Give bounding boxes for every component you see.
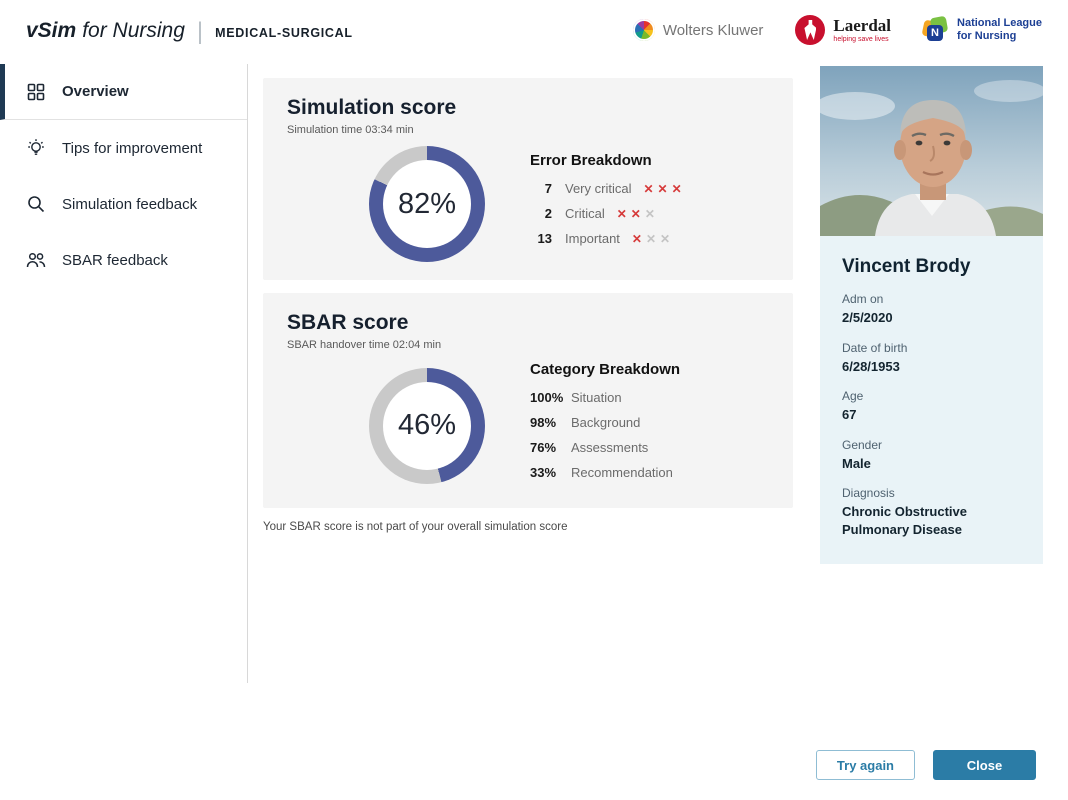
patient-field-label: Gender (842, 437, 883, 452)
sidebar-nav: Overview Tips for improvement Simulation… (0, 64, 248, 683)
sbar-score-card: SBAR score SBAR handover time 02:04 min … (263, 293, 793, 508)
sidebar-item-label: Tips for improvement (62, 139, 203, 157)
simulation-score-percent: 82% (397, 187, 457, 220)
patient-photo (820, 66, 1043, 236)
category-label: Background (571, 415, 641, 430)
severity-marks: ✕ ✕ ✕ (631, 231, 671, 246)
patient-field-value: Male (842, 455, 871, 471)
nln-label-line2: for Nursing (957, 30, 1017, 42)
category-row-situation: 100% Situation (530, 390, 680, 405)
patient-info: Vincent Brody Adm on 2/5/2020 Date of bi… (820, 236, 1043, 565)
app-header: vSim for Nursing | MEDICAL-SURGICAL Wolt… (0, 0, 1068, 60)
simulation-score-card: Simulation score Simulation time 03:34 m… (263, 78, 793, 280)
sbar-score-donut: 46% (369, 367, 485, 484)
lightbulb-icon (26, 138, 46, 158)
error-row-critical: 2 Critical ✕ ✕ ✕ (530, 206, 682, 221)
category-breakdown-title: Category Breakdown (530, 361, 681, 378)
error-count: 13 (537, 231, 552, 246)
wolters-kluwer-globe-icon (632, 19, 655, 41)
category-row-recommendation: 33% Recommendation (530, 465, 680, 480)
wolters-kluwer-label: Wolters Kluwer (662, 21, 764, 39)
laerdal-emblem-icon (795, 15, 826, 45)
brand-vsim: vSim (26, 19, 77, 42)
error-label: Critical (565, 206, 605, 221)
laerdal-logo: Laerdal helping save lives (795, 15, 891, 45)
error-label: Important (565, 231, 620, 246)
patient-field-value: 2/5/2020 (842, 310, 893, 325)
error-row-very-critical: 7 Very critical ✕ ✕ ✕ (530, 181, 682, 196)
severity-marks: ✕ ✕ ✕ (643, 181, 682, 196)
error-label: Very critical (565, 181, 632, 196)
wolters-kluwer-logo: Wolters Kluwer (632, 19, 764, 41)
patient-field-value: 67 (842, 407, 857, 423)
close-button[interactable]: Close (933, 750, 1036, 780)
category-label: Recommendation (571, 465, 673, 480)
search-icon (26, 194, 46, 214)
category-row-background: 98% Background (530, 415, 680, 430)
error-count: 2 (544, 206, 552, 221)
simulation-score-donut: 82% (369, 146, 485, 262)
nln-logo: N National League for Nursing (921, 15, 1042, 43)
error-breakdown-title: Error Breakdown (530, 152, 652, 169)
sidebar-item-sbar-feedback[interactable]: SBAR feedback (0, 232, 247, 288)
patient-field-label: Diagnosis (842, 486, 895, 501)
patient-field-label: Adm on (842, 292, 884, 306)
nln-label-line1: National League (957, 17, 1042, 30)
sidebar-item-label: SBAR feedback (62, 251, 168, 269)
patient-name: Vincent Brody (842, 256, 971, 277)
patient-field-value: 6/28/1953 (842, 358, 900, 374)
try-again-button[interactable]: Try again (815, 750, 915, 780)
error-row-important: 13 Important ✕ ✕ ✕ (530, 231, 682, 246)
main-content: Simulation score Simulation time 03:34 m… (263, 78, 793, 533)
partner-logos: Wolters Kluwer Laerdal helping save live… (632, 15, 1042, 45)
patient-field-label: Date of birth (842, 340, 908, 355)
brand-divider: | (196, 18, 204, 45)
category-row-assessments: 76% Assessments (530, 440, 680, 455)
simulation-score-title: Simulation score (287, 96, 457, 119)
grid-icon (26, 82, 46, 102)
category-breakdown: Category Breakdown 100% Situation 98% Ba… (530, 361, 680, 490)
laerdal-label: Laerdal (833, 16, 892, 35)
simulation-time: Simulation time 03:34 min (287, 124, 414, 136)
app-logo: vSim for Nursing | MEDICAL-SURGICAL (26, 16, 353, 45)
sbar-handover-time: SBAR handover time 02:04 min (287, 339, 442, 351)
category-label: Assessments (571, 440, 649, 455)
category-value: 76% (530, 440, 557, 455)
nln-mark-icon: N (921, 15, 949, 43)
sbar-score-title: SBAR score (287, 311, 409, 334)
sidebar-item-overview[interactable]: Overview (0, 64, 247, 120)
error-count: 7 (544, 181, 552, 196)
severity-marks: ✕ ✕ ✕ (616, 206, 655, 221)
error-breakdown: Error Breakdown 7 Very critical ✕ ✕ ✕ 2 Cr… (530, 152, 682, 256)
sbar-score-percent: 46% (397, 409, 457, 441)
brand-division: MEDICAL-SURGICAL (215, 26, 353, 40)
laerdal-tagline: helping save lives (833, 36, 889, 43)
footer-actions: Try again Close (815, 750, 1036, 780)
people-icon (26, 250, 46, 270)
sidebar-item-tips[interactable]: Tips for improvement (0, 120, 247, 176)
patient-field-value: Chronic Obstructive Pulmonary Disease (842, 504, 967, 537)
brand-for-nursing: for Nursing (82, 19, 185, 42)
patient-panel: Vincent Brody Adm on 2/5/2020 Date of bi… (820, 66, 1043, 565)
category-value: 98% (530, 415, 557, 430)
sidebar-item-label: Overview (62, 83, 129, 100)
category-label: Situation (571, 390, 622, 405)
sidebar-item-simulation-feedback[interactable]: Simulation feedback (0, 176, 247, 232)
category-value: 33% (530, 465, 557, 480)
category-value: 100% (530, 390, 564, 405)
sbar-footnote: Your SBAR score is not part of your over… (263, 521, 568, 533)
patient-field-label: Age (842, 389, 864, 404)
sidebar-item-label: Simulation feedback (62, 195, 198, 213)
